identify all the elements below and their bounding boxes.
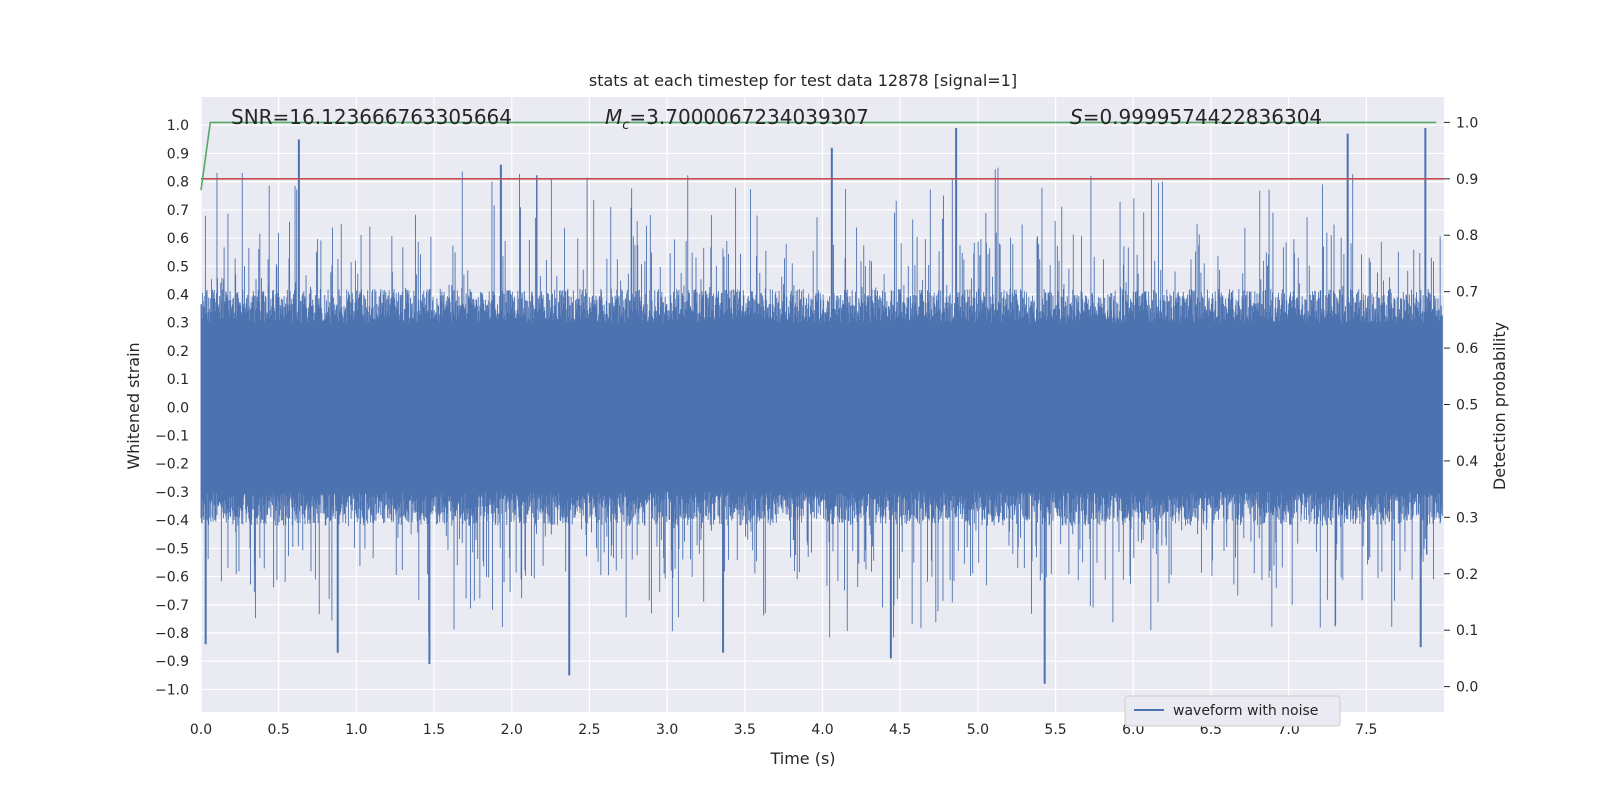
score-annotation: S=0.9999574422836304 xyxy=(1070,105,1322,129)
x-tick-label: 3.0 xyxy=(656,722,678,738)
x-tick-label: 2.0 xyxy=(501,722,523,738)
detection-probability-line xyxy=(200,121,1437,191)
y-left-axis-label: Whitened strain xyxy=(124,342,143,469)
y-right-axis-label: Detection probability xyxy=(1490,322,1509,490)
y-right-tick-label: 0.3 xyxy=(1456,510,1478,526)
x-tick-label: 4.5 xyxy=(889,722,911,738)
y-left-tick-label: −0.1 xyxy=(155,429,189,445)
y-left-tick-label: −0.9 xyxy=(155,654,189,670)
x-tick-label: 2.5 xyxy=(578,722,600,738)
y-left-tick-label: 0.2 xyxy=(167,344,189,360)
y-right-tick-label: 0.2 xyxy=(1456,567,1478,583)
y-left-tick-label: −0.3 xyxy=(155,485,189,501)
y-left-tick-label: 0.8 xyxy=(167,175,189,191)
legend: waveform with noise xyxy=(1124,695,1341,727)
y-left-tick-label: −0.4 xyxy=(155,513,189,529)
x-tick-label: 5.5 xyxy=(1044,722,1066,738)
x-tick-label: 0.0 xyxy=(190,722,212,738)
y-right-tick-label: 1.0 xyxy=(1456,115,1478,131)
x-tick-label: 1.5 xyxy=(423,722,445,738)
y-left-tick-label: 0.4 xyxy=(167,287,189,303)
y-left-tick-label: 0.9 xyxy=(167,146,189,162)
y-left-tick-label: 0.7 xyxy=(167,203,189,219)
y-left-tick-label: 0.5 xyxy=(167,259,189,275)
y-right-axis-ticks: 1.0 0.9 0.8 0.7 0.6 0.5 0.4 0.3 0.2 0.1 0.0 xyxy=(1444,115,1478,696)
y-left-tick-label: −1.0 xyxy=(155,682,189,698)
y-right-tick-label: 0.6 xyxy=(1456,341,1478,357)
y-left-tick-label: 0.6 xyxy=(167,231,189,247)
probability-series xyxy=(200,121,1444,191)
y-right-tick-label: 0.7 xyxy=(1456,285,1478,301)
score-symbol: S xyxy=(1070,105,1083,129)
legend-box xyxy=(1124,695,1341,727)
x-tick-label: 3.5 xyxy=(734,722,756,738)
y-left-tick-label: 0.3 xyxy=(167,316,189,332)
legend-label: waveform with noise xyxy=(1173,703,1318,719)
y-left-tick-label: 1.0 xyxy=(167,118,189,134)
y-left-tick-label: 0.0 xyxy=(167,400,189,416)
y-left-tick-label: −0.6 xyxy=(155,570,189,586)
chirp-mass-value: =3.7000067234039307 xyxy=(629,105,868,129)
y-left-tick-label: −0.2 xyxy=(155,457,189,473)
x-tick-label: 0.5 xyxy=(268,722,290,738)
chirp-mass-symbol: M xyxy=(605,105,622,129)
y-left-tick-label: −0.5 xyxy=(155,541,189,557)
x-axis-label: Time (s) xyxy=(769,749,835,768)
x-tick-label: 4.0 xyxy=(811,722,833,738)
y-right-tick-label: 0.8 xyxy=(1456,228,1478,244)
x-tick-label: 7.5 xyxy=(1355,722,1377,738)
y-left-tick-label: 0.1 xyxy=(167,372,189,388)
waveform-core xyxy=(201,350,1443,464)
y-right-tick-label: 0.4 xyxy=(1456,454,1478,470)
x-tick-label: 1.0 xyxy=(345,722,367,738)
score-value: =0.9999574422836304 xyxy=(1083,105,1322,129)
y-right-tick-label: 0.0 xyxy=(1456,680,1478,696)
chirp-mass-subscript: c xyxy=(622,118,629,133)
x-tick-label: 5.0 xyxy=(967,722,989,738)
y-left-tick-label: −0.7 xyxy=(155,598,189,614)
chirp-mass-annotation: Mc=3.7000067234039307 xyxy=(605,105,869,133)
y-right-tick-label: 0.1 xyxy=(1456,623,1478,639)
y-left-axis-ticks: 1.0 0.9 0.8 0.7 0.6 0.5 0.4 0.3 0.2 0.1 0.0 −0.1 −0.… xyxy=(155,118,189,698)
y-left-tick-label: −0.8 xyxy=(155,626,189,642)
y-right-tick-label: 0.5 xyxy=(1456,398,1478,414)
chart-title: stats at each timestep for test data 128… xyxy=(589,71,1017,90)
y-right-tick-label: 0.9 xyxy=(1456,172,1478,188)
snr-annotation: SNR=16.123666763305664 xyxy=(231,105,512,129)
waveform-series xyxy=(200,128,1443,684)
